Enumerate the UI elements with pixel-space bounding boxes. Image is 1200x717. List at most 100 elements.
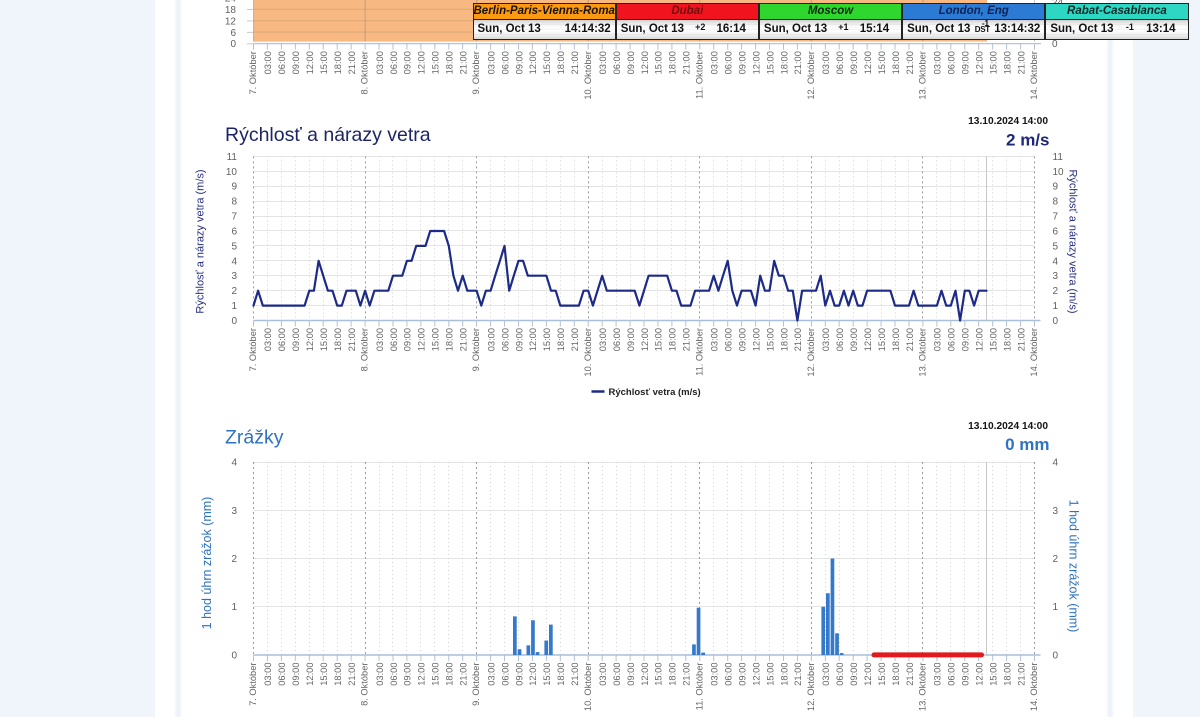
svg-text:15:00: 15:00 (989, 328, 999, 351)
svg-text:4: 4 (231, 458, 237, 469)
svg-text:13. Október: 13. Október (918, 663, 928, 712)
svg-text:03:00: 03:00 (821, 51, 831, 74)
svg-text:03:00: 03:00 (263, 328, 273, 351)
svg-text:7. Október: 7. Október (248, 663, 258, 706)
svg-text:18:00: 18:00 (1002, 51, 1012, 74)
svg-text:12:00: 12:00 (751, 328, 761, 351)
svg-text:03:00: 03:00 (486, 663, 496, 686)
svg-text:15:00: 15:00 (654, 51, 664, 74)
svg-text:21:00: 21:00 (570, 328, 580, 351)
svg-text:06:00: 06:00 (724, 51, 734, 74)
svg-text:21:00: 21:00 (793, 51, 803, 74)
svg-text:6: 6 (230, 28, 236, 39)
svg-text:18:00: 18:00 (779, 51, 789, 74)
svg-text:15:00: 15:00 (542, 663, 552, 686)
svg-text:6: 6 (231, 227, 237, 238)
svg-text:06:00: 06:00 (389, 328, 399, 351)
svg-text:12:00: 12:00 (417, 51, 427, 74)
svg-text:09:00: 09:00 (849, 663, 859, 686)
svg-text:06:00: 06:00 (500, 328, 510, 351)
svg-text:4: 4 (1053, 256, 1059, 267)
svg-text:12:00: 12:00 (305, 51, 315, 74)
svg-text:09:00: 09:00 (514, 51, 524, 74)
svg-text:06:00: 06:00 (277, 663, 287, 686)
svg-text:03:00: 03:00 (486, 51, 496, 74)
svg-text:18: 18 (225, 5, 237, 16)
svg-text:18:00: 18:00 (668, 663, 678, 686)
svg-text:03:00: 03:00 (710, 663, 720, 686)
svg-text:15:00: 15:00 (877, 51, 887, 74)
svg-text:4: 4 (1053, 458, 1059, 469)
svg-text:21:00: 21:00 (1016, 51, 1026, 74)
svg-text:18:00: 18:00 (445, 663, 455, 686)
svg-text:06:00: 06:00 (389, 51, 399, 74)
svg-text:5: 5 (231, 241, 237, 252)
svg-text:18:00: 18:00 (668, 328, 678, 351)
svg-text:13. Október: 13. Október (918, 51, 928, 100)
svg-text:5: 5 (1053, 241, 1059, 252)
svg-text:12:00: 12:00 (975, 663, 985, 686)
svg-text:03:00: 03:00 (821, 328, 831, 351)
svg-text:10: 10 (1053, 167, 1065, 178)
svg-text:03:00: 03:00 (263, 51, 273, 74)
svg-text:0: 0 (231, 651, 237, 662)
svg-text:06:00: 06:00 (947, 328, 957, 351)
svg-text:14. Október: 14. Október (1029, 328, 1039, 377)
svg-text:12. Október: 12. Október (806, 663, 816, 712)
svg-text:09:00: 09:00 (514, 663, 524, 686)
svg-text:9: 9 (1053, 182, 1059, 193)
svg-text:18:00: 18:00 (556, 51, 566, 74)
svg-text:Rýchlosť a nárazy vetra (m/s): Rýchlosť a nárazy vetra (m/s) (1067, 169, 1079, 313)
svg-text:3: 3 (231, 506, 237, 517)
svg-text:09:00: 09:00 (403, 663, 413, 686)
svg-text:8. Október: 8. Október (360, 51, 370, 94)
svg-text:12:00: 12:00 (528, 663, 538, 686)
svg-text:7. Október: 7. Október (248, 328, 258, 371)
svg-text:18:00: 18:00 (333, 328, 343, 351)
svg-text:03:00: 03:00 (933, 328, 943, 351)
svg-text:15:00: 15:00 (319, 51, 329, 74)
svg-text:21:00: 21:00 (459, 328, 469, 351)
svg-text:Rýchlosť vetra (m/s): Rýchlosť vetra (m/s) (609, 387, 701, 398)
svg-text:03:00: 03:00 (375, 328, 385, 351)
svg-text:21:00: 21:00 (347, 328, 357, 351)
svg-text:15:00: 15:00 (989, 663, 999, 686)
svg-text:18:00: 18:00 (333, 663, 343, 686)
svg-text:15:00: 15:00 (319, 663, 329, 686)
svg-text:18:00: 18:00 (445, 51, 455, 74)
svg-text:0: 0 (1052, 39, 1058, 50)
svg-text:12. Október: 12. Október (806, 51, 816, 100)
svg-text:21:00: 21:00 (905, 328, 915, 351)
svg-text:18:00: 18:00 (556, 328, 566, 351)
svg-text:06:00: 06:00 (835, 51, 845, 74)
svg-text:18:00: 18:00 (891, 328, 901, 351)
svg-text:09:00: 09:00 (849, 328, 859, 351)
svg-text:03:00: 03:00 (933, 663, 943, 686)
svg-text:12:00: 12:00 (863, 328, 873, 351)
svg-text:06:00: 06:00 (277, 51, 287, 74)
svg-text:12. Október: 12. Október (806, 328, 816, 377)
svg-text:21:00: 21:00 (793, 328, 803, 351)
svg-text:03:00: 03:00 (486, 328, 496, 351)
svg-text:06:00: 06:00 (612, 328, 622, 351)
svg-text:06:00: 06:00 (835, 328, 845, 351)
svg-text:1 hod úhrn zrážok (mm): 1 hod úhrn zrážok (mm) (1067, 500, 1081, 633)
svg-text:11. Október: 11. Október (694, 328, 704, 376)
svg-text:13.10.2024 14:00: 13.10.2024 14:00 (968, 116, 1048, 127)
svg-text:15:00: 15:00 (431, 51, 441, 74)
svg-text:09:00: 09:00 (626, 328, 636, 351)
svg-text:10. Október: 10. Október (583, 663, 593, 712)
svg-text:03:00: 03:00 (263, 663, 273, 686)
svg-text:21:00: 21:00 (459, 663, 469, 686)
svg-text:0: 0 (1053, 316, 1059, 327)
svg-text:21:00: 21:00 (570, 51, 580, 74)
svg-text:06:00: 06:00 (277, 328, 287, 351)
svg-text:18:00: 18:00 (779, 328, 789, 351)
svg-text:9. Október: 9. Október (471, 328, 481, 371)
svg-text:06:00: 06:00 (724, 328, 734, 351)
svg-text:18:00: 18:00 (556, 663, 566, 686)
svg-text:03:00: 03:00 (375, 663, 385, 686)
svg-text:2: 2 (1053, 554, 1059, 565)
svg-text:15:00: 15:00 (877, 328, 887, 351)
svg-text:12:00: 12:00 (528, 51, 538, 74)
